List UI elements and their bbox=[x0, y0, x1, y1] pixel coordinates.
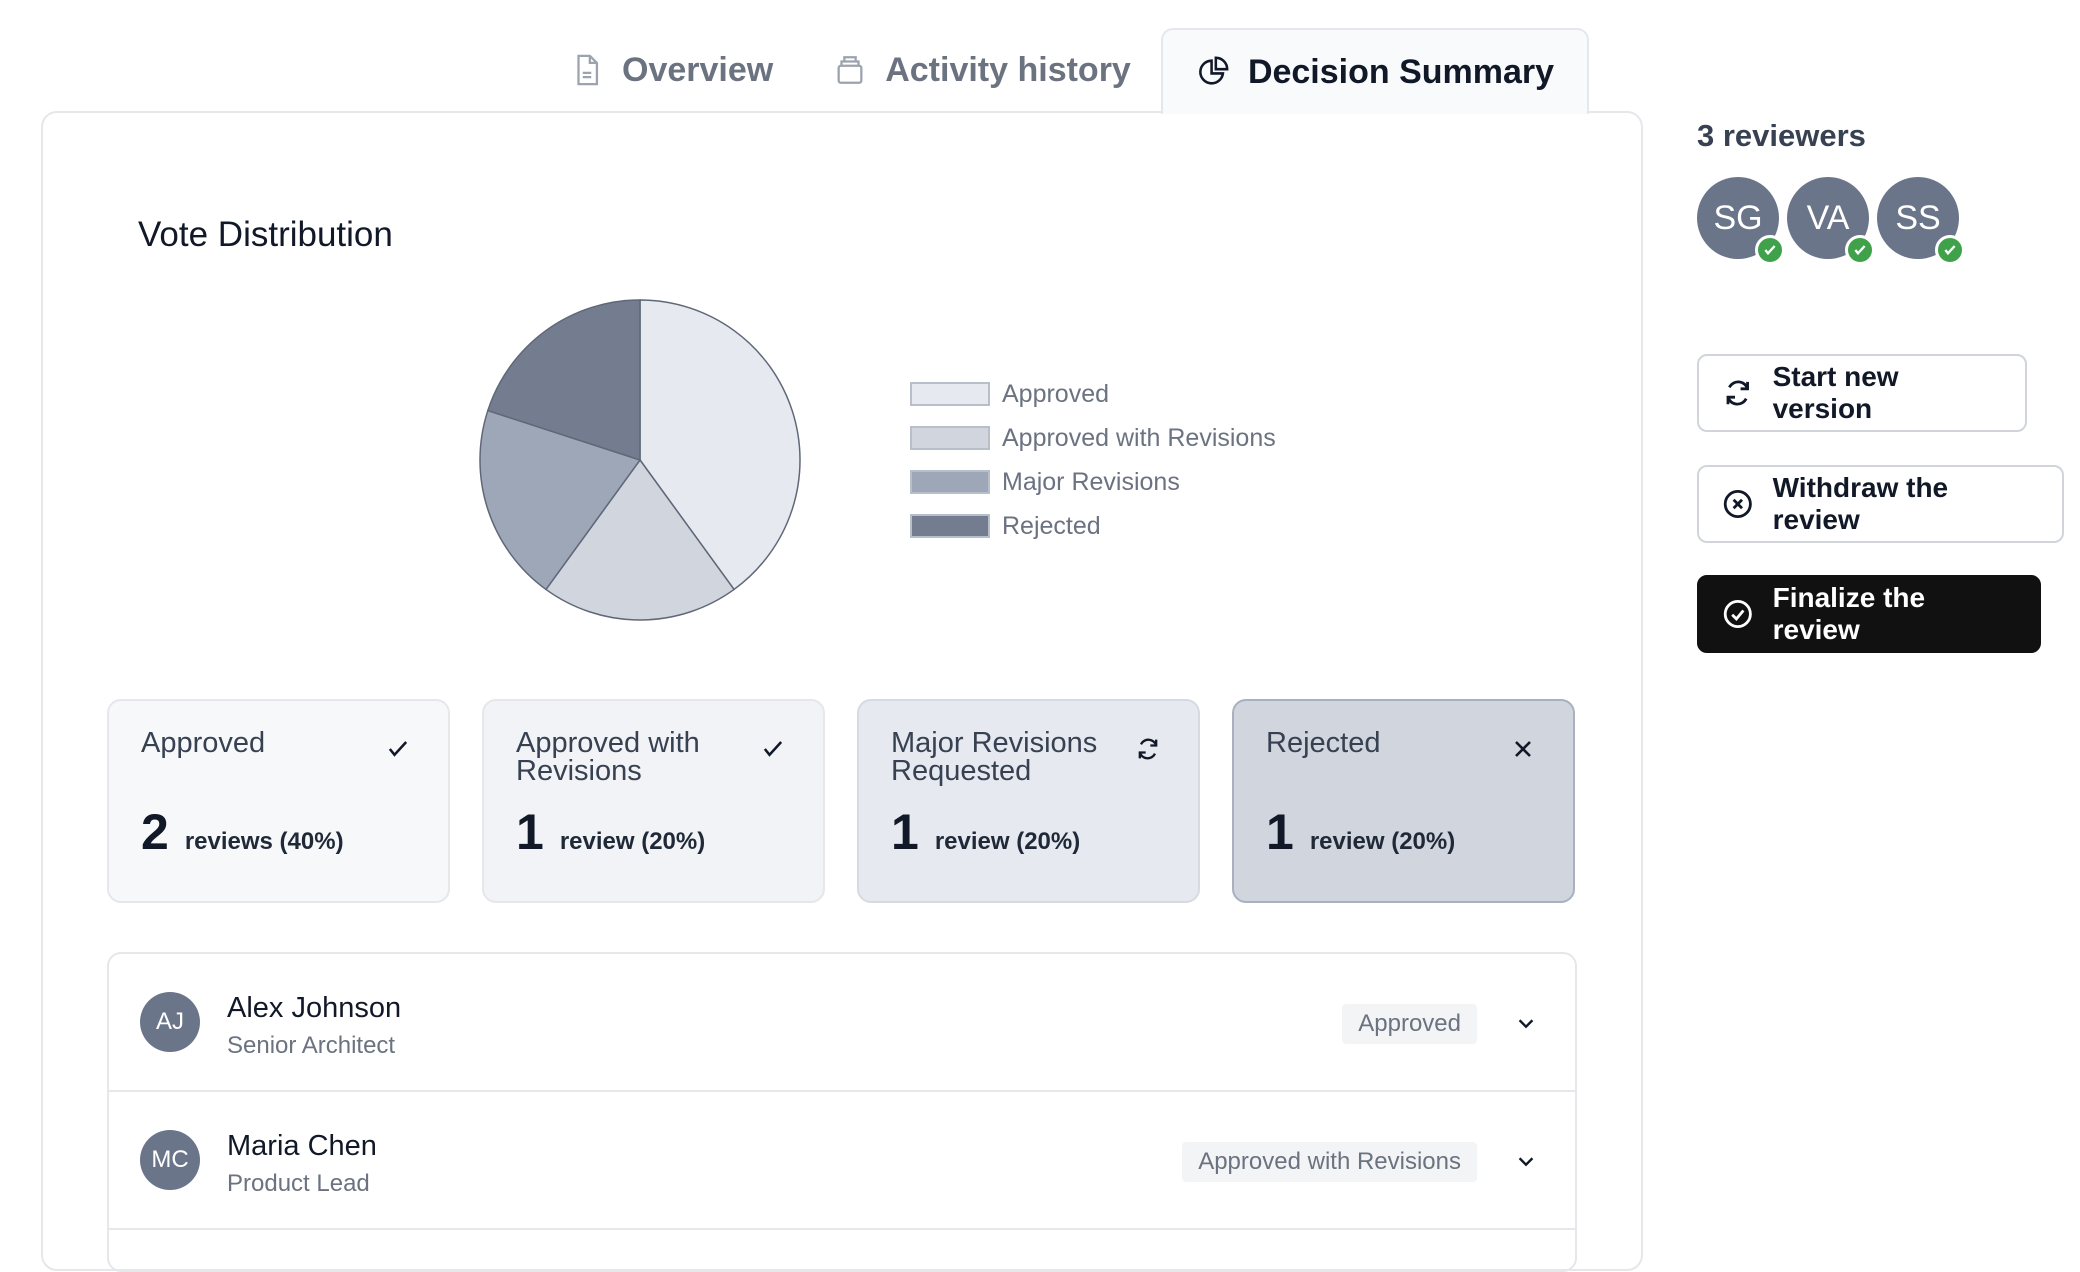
stat-count: 1 bbox=[1266, 804, 1294, 860]
stat-major-revisions: Major Revisions Requested 1 review (20%) bbox=[857, 699, 1200, 903]
chevron-down-icon[interactable] bbox=[1515, 1012, 1537, 1034]
avatar: MC bbox=[140, 1130, 200, 1190]
chart-legend: Approved Approved with Revisions Major Rev… bbox=[910, 372, 1276, 548]
start-new-version-button[interactable]: Start new version bbox=[1697, 354, 2027, 432]
stat-approved: Approved 2 reviews (40%) bbox=[107, 699, 450, 903]
legend-swatch bbox=[910, 382, 990, 406]
reviewer-name: Maria Chen bbox=[227, 1130, 377, 1162]
refresh-icon bbox=[1726, 380, 1749, 406]
stat-count: 1 bbox=[891, 804, 919, 860]
avatar-initials: VA bbox=[1806, 198, 1850, 237]
decision-badge: Approved bbox=[1342, 1004, 1477, 1044]
pie-slice-major-revisions bbox=[479, 409, 642, 591]
withdraw-review-button[interactable]: Withdraw the review bbox=[1697, 465, 2064, 543]
check-badge-icon bbox=[1935, 235, 1965, 265]
stat-unit: review (20%) bbox=[559, 828, 706, 855]
legend-swatch bbox=[910, 470, 990, 494]
avatar[interactable]: SS bbox=[1877, 177, 1965, 265]
stat-label: Rejected bbox=[1266, 727, 1381, 759]
finalize-review-label: Finalize the review bbox=[1772, 582, 1926, 645]
archive-icon bbox=[837, 56, 863, 84]
tab-bar: Overview Activity history Decision Summa… bbox=[540, 28, 1589, 114]
avatar[interactable]: SG bbox=[1697, 177, 1785, 265]
legend-label: Approved bbox=[1002, 379, 1110, 408]
stat-count: 2 bbox=[141, 804, 169, 860]
vote-stats: Approved 2 reviews (40%) Approved with Re… bbox=[107, 699, 1575, 903]
review-row[interactable]: MC Maria Chen Product Lead Approved with… bbox=[109, 1092, 1575, 1230]
check-circle-icon bbox=[1723, 600, 1752, 628]
legend-item: Approved bbox=[910, 372, 1276, 416]
review-list: AJ Alex Johnson Senior Architect Approve… bbox=[107, 952, 1577, 1272]
close-circle-icon bbox=[1723, 489, 1752, 519]
legend-swatch bbox=[910, 426, 990, 450]
avatar-initials: SS bbox=[1895, 198, 1941, 237]
chart-title: Vote Distribution bbox=[138, 215, 393, 254]
avatar[interactable]: VA bbox=[1787, 177, 1875, 265]
pie-slice-approved-with-revisions bbox=[544, 458, 736, 621]
stat-rejected: Rejected 1 review (20%) bbox=[1232, 699, 1575, 903]
pie-chart-icon bbox=[1199, 56, 1229, 85]
stat-unit: review (20%) bbox=[934, 828, 1081, 855]
pie-slice-approved bbox=[639, 299, 801, 591]
chevron-down-icon[interactable] bbox=[1515, 1150, 1537, 1172]
start-new-version-label: Start new version bbox=[1772, 361, 1899, 424]
stat-label: Approved with Revisions bbox=[516, 727, 700, 787]
reviewer-role: Product Lead bbox=[227, 1170, 370, 1197]
withdraw-review-label: Withdraw the review bbox=[1772, 472, 1949, 535]
stat-unit: reviews (40%) bbox=[184, 828, 344, 855]
tab-decision-label: Decision Summary bbox=[1247, 52, 1555, 91]
decision-badge: Approved with Revisions bbox=[1182, 1142, 1477, 1182]
stat-label: Approved bbox=[141, 727, 266, 759]
check-icon bbox=[388, 741, 408, 757]
legend-label: Rejected bbox=[1002, 511, 1101, 540]
reviewers-count: 3 reviewers bbox=[1697, 118, 1866, 153]
tab-overview-label: Overview bbox=[622, 50, 774, 89]
avatar: AJ bbox=[140, 992, 200, 1052]
stat-label: Major Revisions Requested bbox=[891, 727, 1098, 787]
check-icon bbox=[763, 741, 783, 757]
check-badge-icon bbox=[1845, 235, 1875, 265]
legend-label: Approved with Revisions bbox=[1002, 423, 1276, 452]
avatar-initials: SG bbox=[1713, 198, 1763, 237]
stat-approved-with-revisions: Approved with Revisions 1 review (20%) bbox=[482, 699, 825, 903]
reviewer-avatars: SG VA SS bbox=[1697, 177, 1965, 265]
legend-swatch bbox=[910, 514, 990, 538]
stat-count: 1 bbox=[516, 804, 544, 860]
document-icon bbox=[577, 54, 599, 86]
review-row[interactable]: AJ Alex Johnson Senior Architect Approve… bbox=[109, 954, 1575, 1092]
check-badge-icon bbox=[1755, 235, 1785, 265]
tab-activity-label: Activity history bbox=[885, 50, 1131, 89]
refresh-icon bbox=[1138, 738, 1158, 760]
reviewer-role: Senior Architect bbox=[227, 1032, 396, 1059]
stat-unit: review (20%) bbox=[1309, 828, 1456, 855]
legend-item: Rejected bbox=[910, 504, 1276, 548]
legend-label: Major Revisions bbox=[1002, 467, 1180, 496]
pie-slice-rejected bbox=[486, 299, 641, 462]
tab-activity-history[interactable]: Activity history bbox=[803, 28, 1161, 112]
legend-item: Approved with Revisions bbox=[910, 416, 1276, 460]
decision-summary-card bbox=[41, 111, 1643, 1271]
vote-pie-chart bbox=[479, 299, 801, 621]
tab-decision-summary[interactable]: Decision Summary bbox=[1161, 28, 1589, 114]
legend-item: Major Revisions bbox=[910, 460, 1276, 504]
reviewer-name: Alex Johnson bbox=[227, 992, 402, 1024]
tab-overview[interactable]: Overview bbox=[540, 28, 803, 112]
finalize-review-button[interactable]: Finalize the review bbox=[1697, 575, 2041, 653]
close-icon bbox=[1515, 741, 1531, 757]
